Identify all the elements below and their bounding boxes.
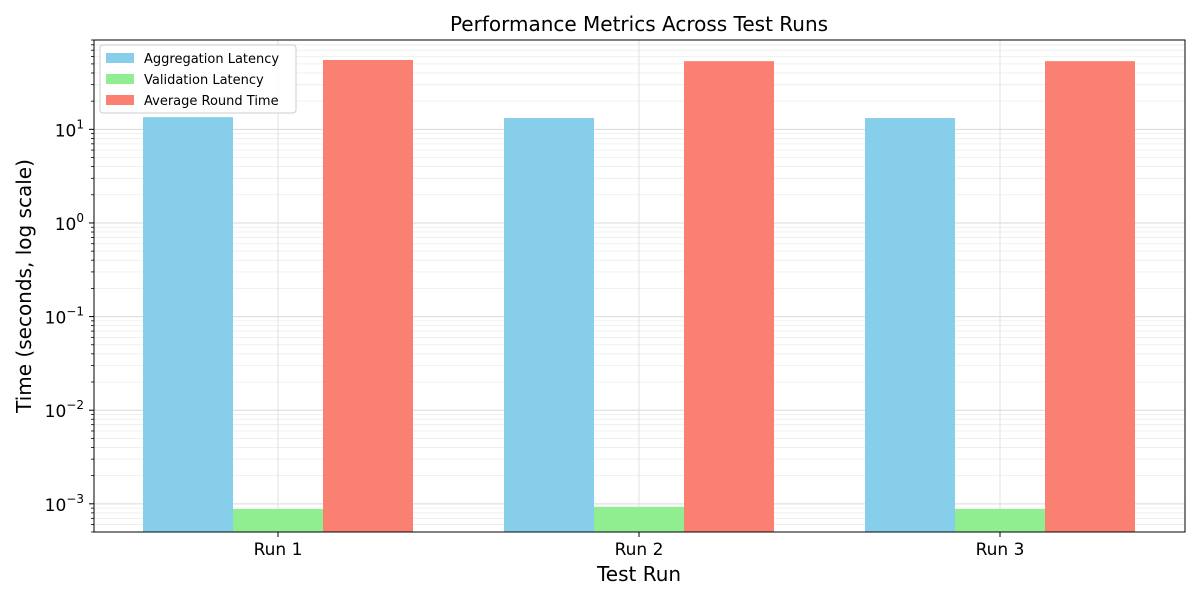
chart-title: Performance Metrics Across Test Runs xyxy=(450,12,828,36)
y-tick-label: 100 xyxy=(55,211,84,235)
y-tick-label: 10−3 xyxy=(45,492,84,516)
legend-label: Average Round Time xyxy=(144,94,279,109)
legend-box xyxy=(99,44,297,114)
y-tick-label: 10−2 xyxy=(45,398,84,422)
x-tick-label: Run 1 xyxy=(254,540,303,560)
y-tick-label: 101 xyxy=(55,117,84,141)
x-tick-label: Run 2 xyxy=(615,540,664,560)
grid-layer xyxy=(94,39,1185,533)
legend-swatch xyxy=(106,53,134,63)
bar-aggregation-latency-run-1 xyxy=(143,117,233,532)
legend-swatch xyxy=(106,74,134,84)
legend-label: Validation Latency xyxy=(144,73,264,88)
bar-aggregation-latency-run-3 xyxy=(865,118,955,532)
legend-swatch xyxy=(106,95,134,105)
x-axis-label: Test Run xyxy=(596,562,681,586)
y-tick-label: 10−1 xyxy=(45,305,84,329)
bar-validation-latency-run-3 xyxy=(955,509,1045,532)
legend-label: Aggregation Latency xyxy=(144,52,279,67)
bar-validation-latency-run-1 xyxy=(233,509,323,532)
y-axis-label: Time (seconds, log scale) xyxy=(12,159,36,414)
bar-validation-latency-run-2 xyxy=(594,506,684,532)
bar-average-round-time-run-2 xyxy=(684,61,774,532)
x-tick-label: Run 3 xyxy=(976,540,1025,560)
bars-layer xyxy=(143,60,1135,532)
bar-aggregation-latency-run-2 xyxy=(504,118,594,532)
bar-average-round-time-run-3 xyxy=(1045,61,1135,532)
axes-layer: 10−3 10−2 10−1 100 101 Run 1 Run 2 Run 3 xyxy=(45,39,1025,560)
legend: Aggregation Latency Validation Latency Ave… xyxy=(99,44,297,114)
bar-average-round-time-run-1 xyxy=(323,60,413,532)
